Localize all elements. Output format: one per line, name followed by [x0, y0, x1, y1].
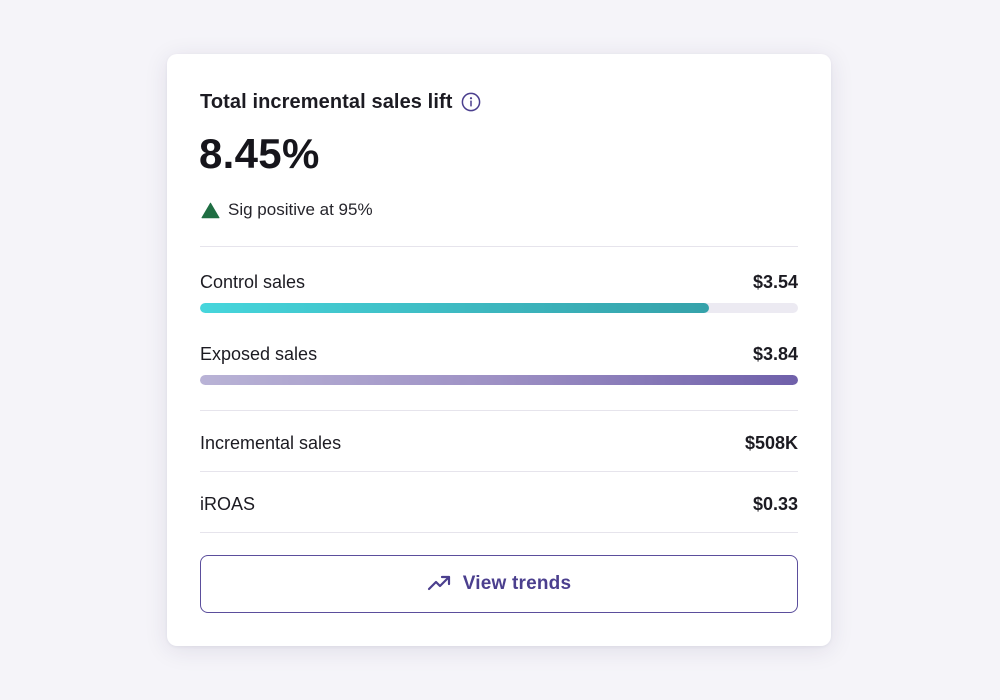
- divider: [200, 532, 798, 533]
- control-sales-label: Control sales: [200, 271, 306, 292]
- significance-indicator: Sig positive at 95%: [201, 199, 373, 221]
- incremental-sales-row: Incremental sales $508K: [200, 431, 798, 455]
- iroas-label: iROAS: [200, 493, 256, 514]
- control-sales-row: Control sales $3.54: [200, 270, 798, 294]
- lift-value: 8.45%: [199, 130, 320, 177]
- significance-text: Sig positive at 95%: [228, 200, 373, 219]
- exposed-sales-row: Exposed sales $3.84: [200, 342, 798, 366]
- exposed-sales-bar-track: [200, 375, 798, 385]
- divider: [200, 246, 798, 247]
- view-trends-button[interactable]: View trends: [200, 555, 798, 613]
- incremental-sales-value: $508K: [744, 432, 798, 453]
- exposed-sales-value: $3.84: [752, 343, 798, 364]
- exposed-sales-bar: [200, 375, 798, 385]
- view-trends-label: View trends: [462, 573, 572, 594]
- card-title: Total incremental sales lift: [200, 90, 453, 113]
- iroas-value: $0.33: [752, 493, 798, 514]
- triangle-up-icon: [201, 202, 220, 219]
- control-sales-bar: [200, 303, 710, 313]
- trending-up-icon: [427, 572, 451, 596]
- iroas-row: iROAS $0.33: [200, 492, 798, 516]
- divider: [200, 410, 798, 411]
- divider: [200, 471, 798, 472]
- exposed-sales-label: Exposed sales: [200, 343, 318, 364]
- sales-lift-card: Total incremental sales lift 8.45% Sig p…: [167, 54, 831, 646]
- card-header: Total incremental sales lift: [200, 90, 481, 114]
- control-sales-bar-track: [200, 303, 798, 313]
- incremental-sales-label: Incremental sales: [200, 432, 342, 453]
- control-sales-value: $3.54: [752, 271, 798, 292]
- info-icon[interactable]: [461, 92, 481, 112]
